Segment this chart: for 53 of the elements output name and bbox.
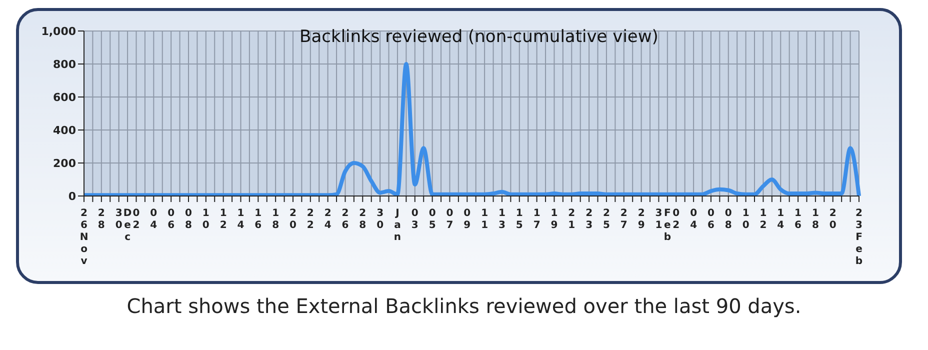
x-tick-label: 14 bbox=[237, 208, 244, 231]
x-tick-label: 23Feb bbox=[855, 208, 863, 267]
y-tick-label: 600 bbox=[53, 90, 76, 104]
x-tick-label: Feb bbox=[664, 208, 672, 243]
x-tick-label: 10 bbox=[202, 208, 210, 231]
x-tick-label: 15 bbox=[516, 208, 523, 231]
x-tick-label: 31 bbox=[655, 208, 662, 231]
x-tick-label: 27 bbox=[620, 208, 628, 231]
text: Chart shows the External Backlinks reviewed over the last 90 days. bbox=[126, 294, 802, 318]
x-tick-label: 13 bbox=[498, 208, 506, 231]
x-tick-label: 08 bbox=[724, 208, 732, 231]
x-tick-label: 12 bbox=[220, 208, 227, 231]
x-tick-label: Dec bbox=[123, 208, 132, 243]
x-tick-label: 12 bbox=[760, 208, 767, 231]
x-tick-label: 18 bbox=[812, 208, 819, 231]
x-tick-label: 26Nov bbox=[80, 208, 88, 267]
x-tick-label: 20 bbox=[829, 208, 836, 231]
x-tick-label: 30 bbox=[376, 208, 384, 231]
x-tick-label: 24 bbox=[324, 208, 332, 231]
x-tick-label: 10 bbox=[742, 208, 750, 231]
y-tick-label: 1,000 bbox=[41, 24, 76, 38]
x-tick-label: 05 bbox=[428, 208, 436, 231]
x-tick-label: 23 bbox=[586, 208, 593, 231]
x-tick-label: 04 bbox=[150, 208, 158, 231]
x-tick-label: 11 bbox=[481, 208, 488, 231]
y-tick-label: 400 bbox=[53, 124, 76, 137]
y-tick-label: 200 bbox=[53, 156, 76, 170]
x-tick-label: 16 bbox=[254, 208, 262, 231]
x-tick-label: 29 bbox=[638, 208, 645, 231]
chart-title: Backlinks reviewed (non-cumulative view) bbox=[300, 27, 658, 47]
x-tick-label: 20 bbox=[290, 208, 297, 231]
x-tick-label: Jan bbox=[394, 208, 402, 243]
x-tick-label: 19 bbox=[550, 208, 558, 231]
x-tick-label: 16 bbox=[794, 208, 802, 231]
x-tick-label: 25 bbox=[602, 208, 610, 231]
x-tick-label: 17 bbox=[533, 208, 540, 231]
x-tick-label: 03 bbox=[411, 208, 418, 231]
x-tick-label: 06 bbox=[168, 208, 175, 231]
x-tick-label: 06 bbox=[707, 208, 714, 231]
x-tick-label: 30 bbox=[115, 208, 122, 231]
y-tick-label: 0 bbox=[68, 190, 76, 203]
x-tick-label: 28 bbox=[359, 208, 366, 231]
x-tick-label: 04 bbox=[690, 208, 698, 231]
y-tick-label: 800 bbox=[53, 58, 76, 71]
x-tick-label: 09 bbox=[464, 208, 471, 231]
x-tick-label: 18 bbox=[272, 208, 280, 231]
x-tick-label: 07 bbox=[446, 208, 454, 231]
x-tick-label: 21 bbox=[568, 208, 576, 231]
x-tick-label: 26 bbox=[342, 208, 349, 231]
x-tick-label: 14 bbox=[777, 208, 784, 231]
x-tick-label: 28 bbox=[98, 208, 105, 231]
x-tick-label: 08 bbox=[185, 208, 192, 231]
x-tick-label: 22 bbox=[306, 208, 314, 231]
